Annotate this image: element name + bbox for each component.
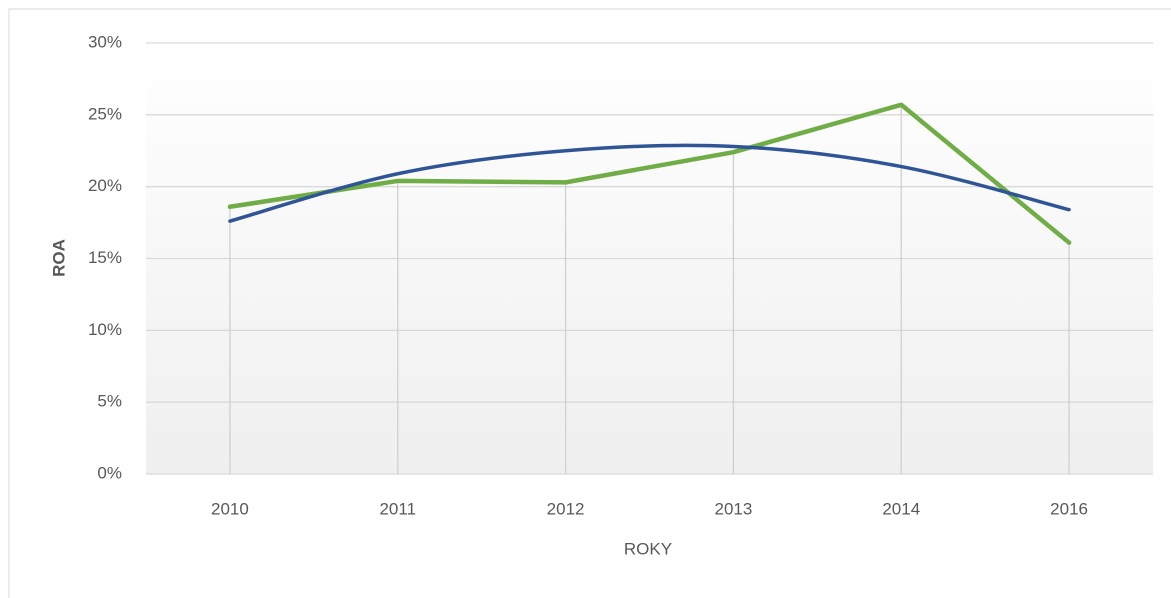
y-tick-label: 20% bbox=[88, 176, 122, 195]
series-line bbox=[228, 143, 1071, 223]
x-tick-label: 2011 bbox=[379, 499, 416, 518]
series-line bbox=[227, 102, 1072, 245]
x-tick-label: 2012 bbox=[547, 499, 585, 518]
y-tick-label: 0% bbox=[97, 463, 122, 482]
x-axis-title: ROKY bbox=[624, 539, 672, 558]
y-tick-label: 5% bbox=[97, 392, 122, 411]
y-axis-title: ROA bbox=[49, 239, 68, 277]
x-tick-label: 2014 bbox=[882, 499, 920, 518]
x-tick-label: 2016 bbox=[1050, 499, 1088, 518]
y-tick-label: 15% bbox=[88, 248, 122, 267]
y-tick-label: 30% bbox=[88, 32, 122, 51]
y-tick-label: 25% bbox=[88, 104, 122, 123]
x-tick-label: 2013 bbox=[715, 499, 753, 518]
x-tick-label: 2010 bbox=[211, 499, 249, 518]
y-tick-label: 10% bbox=[88, 320, 122, 339]
